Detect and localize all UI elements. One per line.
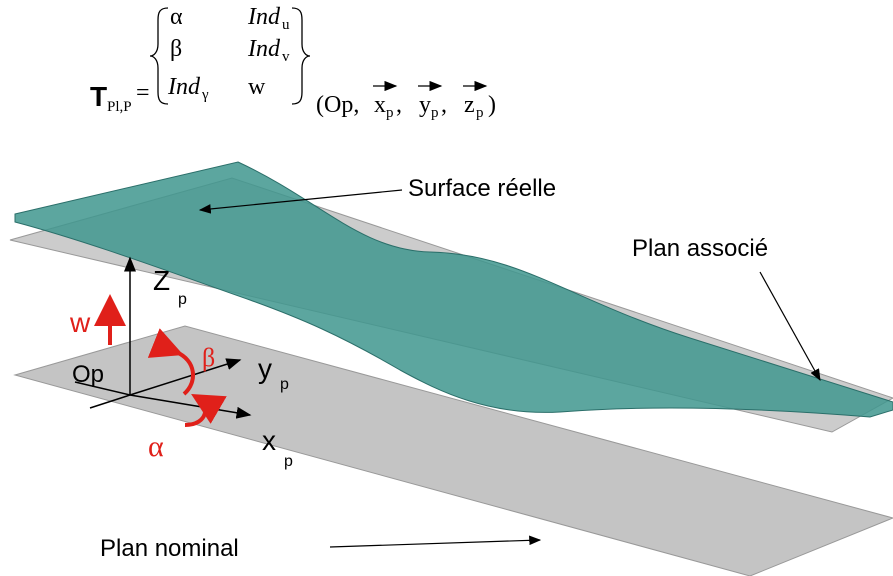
y-label: y [258,353,272,384]
row-1-right: Ind [247,36,281,62]
frame-open: (Op, [316,92,359,118]
frame-x-sub: p [386,105,394,121]
origin-label: Op [72,361,104,388]
torsor-symbol: T [90,81,107,112]
row-1-right-sub: v [282,49,290,65]
row-0-left: α [170,4,183,30]
equals: = [136,80,150,106]
z-sub: p [178,291,187,308]
right-brace [291,7,311,105]
beta-label: β [202,343,215,372]
row-1-left: β [170,36,182,62]
row-0-right-sub: u [282,17,290,33]
row-2-right: w [248,74,266,100]
beta-arrow [147,328,195,396]
frame-sep: , [396,92,402,118]
frame-y-sub: p [431,105,439,121]
z-label: Z [153,265,170,296]
frame-y: y [419,92,431,118]
frame-close: ) [488,92,496,118]
nominal-pointer [329,535,542,548]
surface-pointer [198,189,403,214]
row-2-left: Ind [167,74,201,100]
frame-sep: , [441,92,447,118]
alpha-arrow [184,393,227,427]
associated-label: Plan associé [632,235,768,262]
w-label: w [69,307,91,338]
nominal-label: Plan nominal [100,535,239,562]
torsor-subscript: Pl,P [107,99,132,115]
row-0-right: Ind [247,4,281,30]
associated-pointer [759,271,821,382]
frame-z: z [464,92,475,118]
y-sub: p [280,376,289,393]
surface-label: Surface réelle [408,175,556,202]
alpha-label: α [148,430,164,463]
frame-x: x [374,92,386,118]
left-brace [149,7,169,105]
real-surface [14,161,893,418]
frame-z-sub: p [476,105,484,121]
axes [74,256,252,419]
x-sub: p [284,453,293,470]
row-2-left-sub: γ [201,87,209,103]
x-label: x [262,425,276,456]
nominal-plane [13,325,893,576]
